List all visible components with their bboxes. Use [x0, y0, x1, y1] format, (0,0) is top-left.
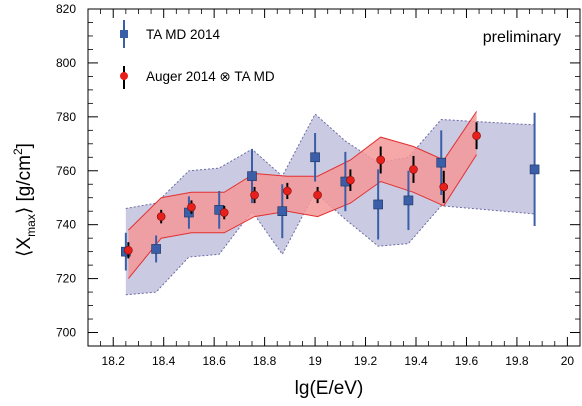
ta-point-10 [436, 157, 447, 168]
bands-layer [125, 111, 535, 296]
auger-point-10 [439, 182, 449, 192]
y-tick-label-5: 800 [56, 56, 76, 70]
auger-point-7 [346, 175, 355, 185]
auger-point-11 [472, 131, 481, 141]
band-1-upper-edge [128, 111, 478, 231]
y-tick-label-3: 760 [56, 164, 76, 178]
y-title-open: ⟨X [14, 237, 35, 257]
preliminary-annotation: preliminary [483, 29, 561, 46]
y-title-close: ⟩ [g/cm [14, 155, 35, 214]
y-tick-label-6: 820 [56, 2, 76, 16]
legend-entry-auger: Auger 2014 ⊗ TA MD [120, 66, 275, 89]
x-tick-label-2: 18.6 [202, 354, 226, 368]
ta-point-4 [247, 171, 257, 181]
x-tick-label-7: 19.6 [455, 354, 479, 368]
y-tick-label-2: 740 [56, 218, 76, 232]
auger-point-5 [283, 186, 292, 196]
x-tick-label-3: 18.8 [253, 354, 277, 368]
auger-point-4 [250, 190, 259, 200]
auger-point-1 [156, 212, 166, 221]
auger-point-6 [313, 190, 322, 200]
auger-point-2 [187, 202, 196, 212]
legend-ta-marker [120, 30, 128, 38]
y-tick-label-0: 700 [56, 326, 76, 340]
x-tick-label-4: 19 [308, 354, 322, 368]
series-layer [121, 112, 540, 271]
plot-frame [87, 8, 581, 347]
axes-layer: 18.2 18.4 18.6 18.8 19 19.2 19.4 19.6 19.8 20 700 7… [56, 2, 580, 368]
ta-point-8 [373, 199, 383, 210]
ta-point-9 [403, 195, 414, 206]
band-0-upper-edge [125, 113, 535, 209]
legend-auger-label: Auger 2014 ⊗ TA MD [146, 69, 275, 84]
legend-ta-label: TA MD 2014 [146, 27, 221, 42]
legend: TA MD 2014 Auger 2014 ⊗ TA MD [120, 20, 275, 89]
band-1-lower-edge [128, 154, 478, 279]
y-tick-label-4: 780 [56, 110, 76, 124]
auger-point-9 [409, 165, 418, 174]
y-axis-title: ⟨Xmax⟩ [g/cm2] [11, 143, 38, 257]
x-axis-title: lg(E/eV) [295, 378, 364, 399]
x-tick-label-5: 19.2 [354, 354, 378, 368]
band-1-fill [128, 111, 477, 279]
ta-point-1 [151, 244, 161, 254]
x-tick-label-0: 18.2 [102, 354, 126, 368]
y-title-sub: max [24, 214, 38, 237]
ta-point-6 [310, 152, 320, 163]
x-tick-label-6: 19.4 [404, 354, 428, 368]
legend-auger-marker [120, 72, 128, 80]
auger-point-3 [219, 208, 229, 217]
ta-point-11 [529, 164, 540, 175]
x-tick-label-9: 20 [561, 354, 575, 368]
auger-point-0 [124, 245, 133, 255]
x-tick-label-8: 19.8 [505, 354, 529, 368]
ta-point-5 [277, 206, 288, 216]
x-tick-label-1: 18.4 [152, 354, 176, 368]
y-tick-label-1: 720 [56, 272, 76, 286]
auger-point-8 [376, 155, 385, 165]
y-title-sup: 2 [11, 148, 25, 155]
y-title-end: ] [14, 143, 35, 148]
legend-entry-ta: TA MD 2014 [120, 20, 221, 48]
